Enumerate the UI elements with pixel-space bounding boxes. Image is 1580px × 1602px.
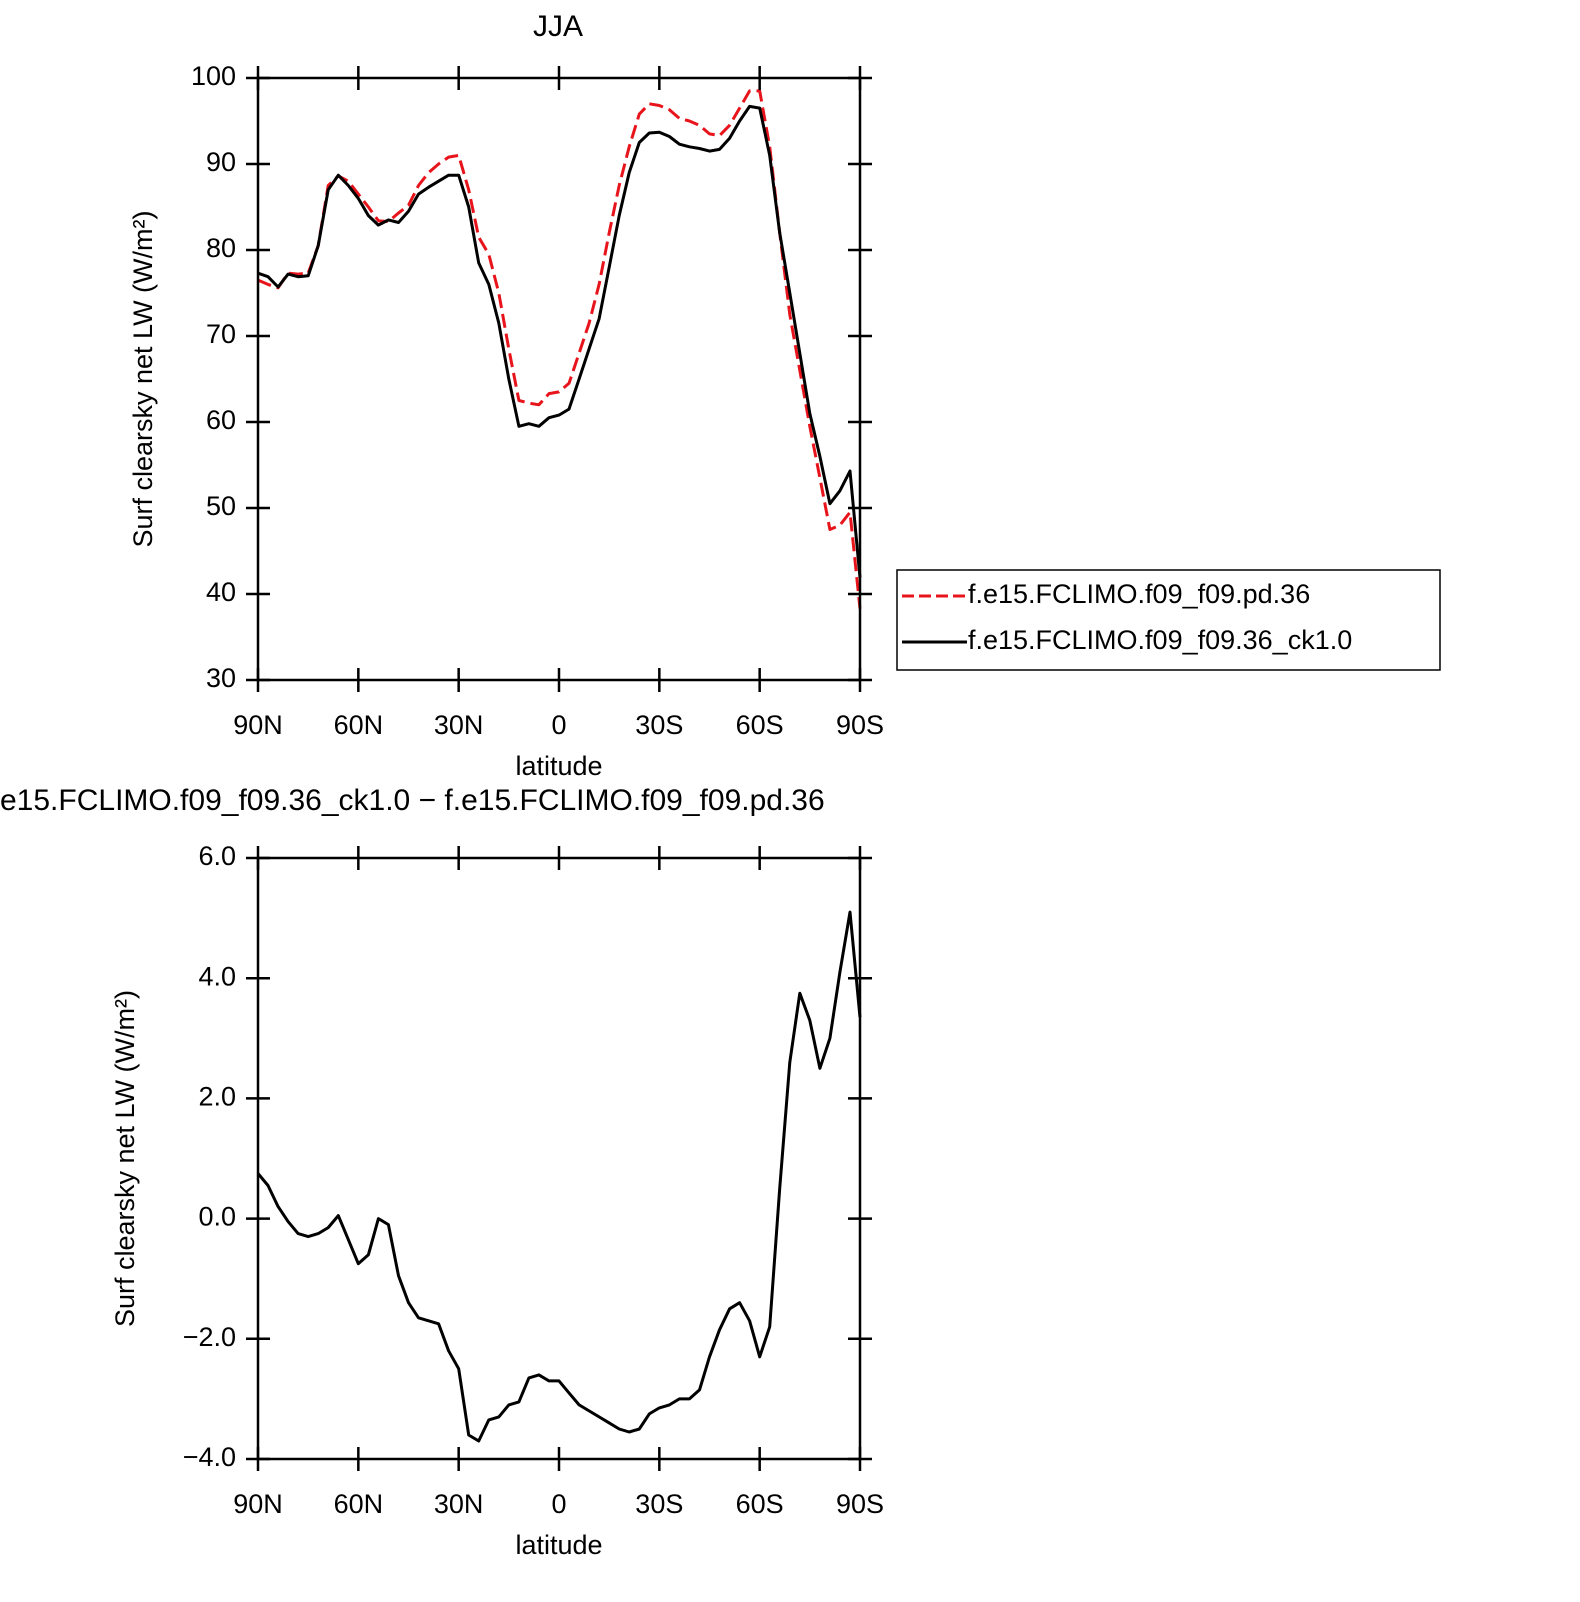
y-axis-label: Surf clearsky net LW (W/m²): [110, 990, 140, 1327]
x-tick-label: 30N: [434, 710, 484, 740]
y-tick-label: 100: [191, 61, 236, 91]
x-tick-label: 90N: [233, 1489, 283, 1519]
y-tick-label: 2.0: [198, 1082, 236, 1112]
y-tick-label: 4.0: [198, 961, 236, 991]
x-axis-label: latitude: [515, 751, 602, 781]
y-tick-label: 70: [206, 319, 236, 349]
x-tick-label: 30S: [635, 710, 683, 740]
y-tick-label: 90: [206, 147, 236, 177]
x-tick-label: 60N: [334, 710, 384, 740]
x-tick-label: 0: [551, 1489, 566, 1519]
y-tick-label: 60: [206, 405, 236, 435]
x-tick-label: 90S: [836, 1489, 884, 1519]
y-tick-label: −2.0: [183, 1322, 236, 1352]
legend-label: f.e15.FCLIMO.f09_f09.36_ck1.0: [968, 625, 1352, 655]
y-tick-label: 40: [206, 577, 236, 607]
data-line: [256, 910, 862, 1443]
plot-frame: [256, 856, 862, 1461]
data-line: [257, 104, 862, 578]
plot-frame: [256, 76, 862, 682]
y-axis-label: Surf clearsky net LW (W/m²): [128, 210, 158, 547]
x-axis-label: latitude: [515, 1530, 602, 1560]
chart-title: e15.FCLIMO.f09_f09.36_ck1.0 − f.e15.FCLI…: [0, 784, 825, 817]
x-tick-label: 30S: [635, 1489, 683, 1519]
legend-label: f.e15.FCLIMO.f09_f09.pd.36: [968, 579, 1310, 609]
x-tick-label: 90N: [233, 710, 283, 740]
y-tick-label: 80: [206, 233, 236, 263]
y-tick-label: 0.0: [198, 1202, 236, 1232]
x-tick-label: 60S: [736, 1489, 784, 1519]
chart-title: JJA: [533, 10, 583, 43]
x-tick-label: 90S: [836, 710, 884, 740]
x-tick-label: 30N: [434, 1489, 484, 1519]
x-tick-label: 60S: [736, 710, 784, 740]
y-tick-label: 50: [206, 491, 236, 521]
x-tick-label: 0: [551, 710, 566, 740]
y-tick-label: 30: [206, 663, 236, 693]
data-line: [257, 89, 862, 609]
legend-box: [896, 569, 1441, 671]
x-tick-label: 60N: [334, 1489, 384, 1519]
y-tick-label: −4.0: [183, 1442, 236, 1472]
y-tick-label: 6.0: [198, 841, 236, 871]
